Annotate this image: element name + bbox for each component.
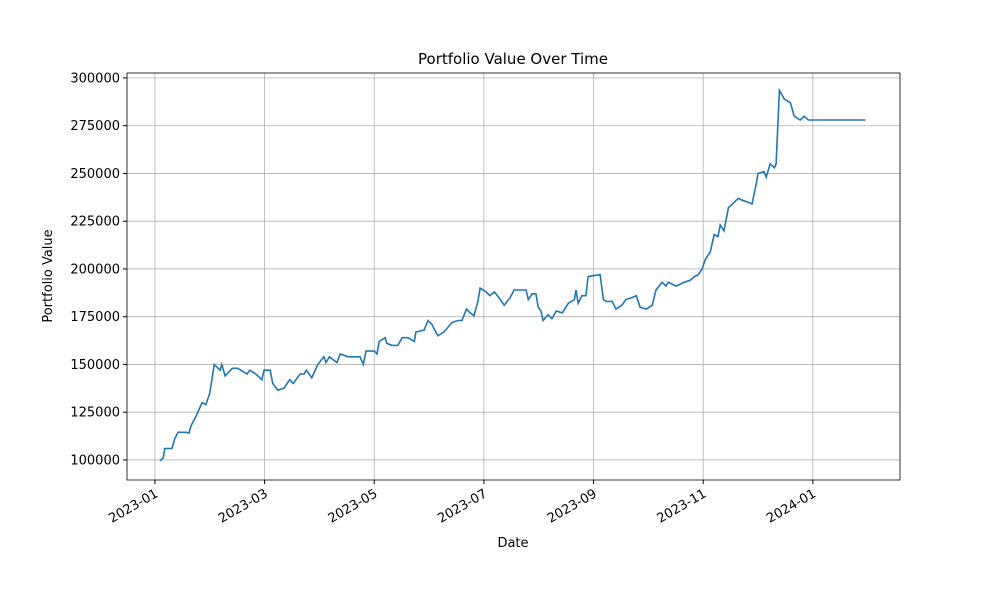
x-tick-label: 2023-01 <box>106 486 161 526</box>
x-tick-label: 2023-05 <box>326 486 381 526</box>
y-tick-label: 175000 <box>70 310 120 325</box>
y-tick-label: 275000 <box>70 119 120 134</box>
y-tick-label: 225000 <box>70 215 120 230</box>
x-tick-label: 2023-11 <box>655 486 710 526</box>
data-line <box>159 87 866 462</box>
x-tick-label: 2023-07 <box>435 486 490 526</box>
y-tick-label: 200000 <box>70 262 120 277</box>
x-tick-label: 2023-03 <box>216 486 271 526</box>
y-tick-label: 250000 <box>70 167 120 182</box>
plot-frame <box>126 72 901 481</box>
y-axis-label: Portfolio Value <box>41 229 56 322</box>
chart-title: Portfolio Value Over Time <box>418 50 608 68</box>
x-axis-label: Date <box>497 536 528 551</box>
x-tick-label: 2024-01 <box>764 486 819 526</box>
y-tick-label: 125000 <box>70 406 120 421</box>
y-tick-label: 100000 <box>70 453 120 468</box>
y-tick-label: 150000 <box>70 358 120 373</box>
y-tick-label: 300000 <box>70 71 120 86</box>
x-tick-label: 2023-09 <box>545 486 600 526</box>
